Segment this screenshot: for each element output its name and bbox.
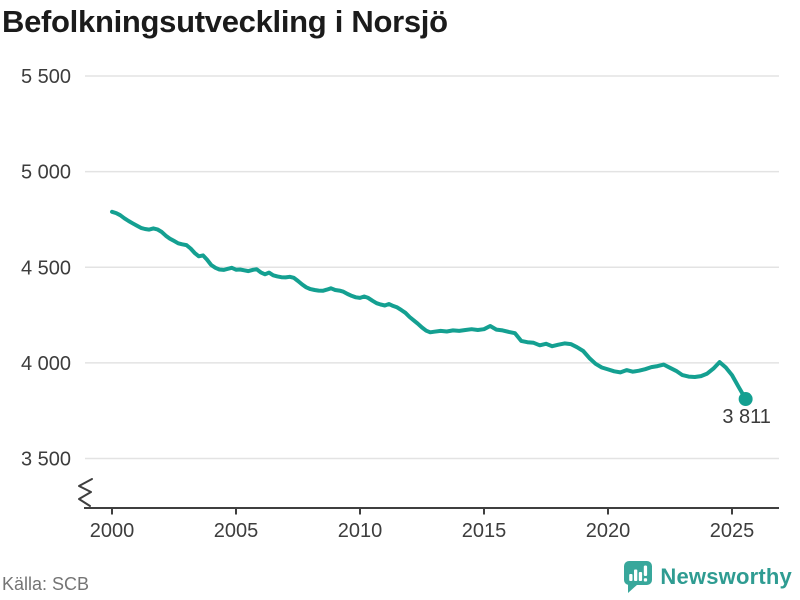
x-tick-label: 2010: [338, 520, 383, 542]
y-tick-label: 3 500: [21, 449, 71, 471]
source-label: Källa: SCB: [2, 574, 90, 594]
newsworthy-logo-icon: [624, 561, 653, 593]
axis-break-icon: [78, 478, 93, 507]
x-tick-label: 2015: [462, 520, 507, 542]
x-tick-label: 2025: [710, 520, 755, 542]
newsworthy-brand: Newsworthy: [623, 560, 792, 594]
brand-name-label: Newsworthy: [660, 564, 792, 589]
population-line: [110, 209, 748, 401]
x-tick-label: 2020: [586, 520, 631, 542]
last-point-value-label: 3 811: [722, 406, 771, 428]
y-tick-label: 4 500: [21, 257, 71, 279]
x-tick-label: 2005: [214, 520, 259, 542]
x-tick-label: 2000: [90, 520, 135, 542]
last-point-dot: [738, 392, 753, 407]
y-tick-label: 4 000: [21, 353, 71, 375]
y-tick-label: 5 000: [21, 162, 71, 184]
chart-title: Befolkningsutveckling i Norsjö: [2, 4, 448, 39]
y-tick-label: 5 500: [21, 66, 71, 88]
